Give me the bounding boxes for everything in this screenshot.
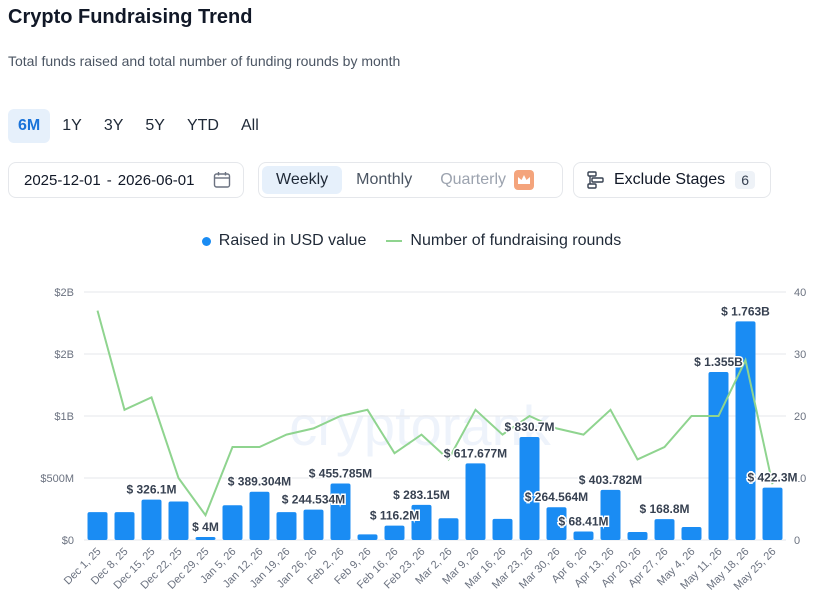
period-monthly-button[interactable]: Monthly — [356, 171, 413, 188]
crown-icon — [514, 170, 534, 190]
calendar-icon[interactable] — [213, 171, 231, 189]
bar — [573, 531, 594, 540]
date-separator: - — [106, 171, 112, 189]
bar — [762, 487, 783, 540]
bar — [276, 512, 297, 540]
bar — [168, 501, 189, 540]
bar — [195, 537, 216, 540]
date-range-picker[interactable]: 2025-12-01 - 2026-06-01 — [8, 162, 244, 198]
bar — [654, 519, 675, 540]
y-left-tick-label: $0 — [62, 535, 74, 547]
legend-label-rounds: Number of fundraising rounds — [410, 232, 622, 249]
legend-dot-icon — [201, 236, 211, 246]
data-label: $ 1.355B — [694, 355, 743, 369]
filter-stages-icon — [587, 171, 604, 189]
y-left-tick-label: $2B — [54, 287, 74, 299]
y-left-tick-label: $2B — [54, 349, 74, 361]
range-all-button[interactable]: All — [240, 117, 259, 134]
bar — [87, 512, 108, 540]
period-quarterly-button[interactable]: Quarterly — [426, 166, 548, 194]
data-label: $ 830.7M — [504, 420, 554, 434]
bar — [681, 526, 702, 540]
bar — [438, 518, 459, 540]
y-right-tick-label: 0 — [794, 535, 800, 547]
chart-legend: Raised in USD value Number of fundraisin… — [0, 232, 823, 250]
bar — [384, 525, 405, 540]
exclude-stages-label: Exclude Stages — [614, 171, 726, 188]
data-label: $ 68.41M — [558, 515, 608, 529]
bar — [330, 483, 351, 540]
exclude-stages-button[interactable]: Exclude Stages 6 — [573, 162, 771, 198]
bar — [303, 509, 324, 540]
date-start: 2025-12-01 — [24, 171, 101, 189]
data-label: $ 455.785M — [309, 466, 372, 480]
bar — [708, 371, 729, 540]
legend-item-rounds[interactable]: Number of fundraising rounds — [386, 232, 621, 250]
page-title: Crypto Fundraising Trend — [8, 6, 253, 28]
period-selector: Weekly Monthly Quarterly — [258, 162, 563, 198]
bar — [735, 321, 756, 540]
data-label: $ 244.534M — [282, 493, 345, 507]
range-1y-button[interactable]: 1Y — [62, 117, 82, 134]
bar — [465, 463, 486, 540]
bar — [222, 505, 243, 540]
watermark-text: cryptorank — [289, 394, 551, 457]
data-label: $ 4M — [192, 520, 219, 534]
bar — [546, 507, 567, 540]
bar — [141, 499, 162, 540]
data-label: $ 283.15M — [393, 488, 450, 502]
y-left-tick-label: $500M — [40, 473, 74, 485]
y-right-tick-label: 10 — [794, 473, 806, 485]
bar — [357, 534, 378, 540]
date-end: 2026-06-01 — [117, 171, 195, 189]
y-right-tick-label: 40 — [794, 287, 806, 299]
bar — [249, 491, 270, 540]
legend-item-raised[interactable]: Raised in USD value — [201, 232, 367, 250]
y-left-tick-label: $1B — [54, 411, 74, 423]
period-weekly-button[interactable]: Weekly — [262, 166, 343, 194]
time-range-selector: 6M 1Y 3Y 5Y YTD All — [8, 109, 271, 143]
range-ytd-button[interactable]: YTD — [186, 117, 219, 134]
data-label: $ 1.763B — [721, 304, 770, 318]
data-label: $ 116.2M — [370, 509, 419, 523]
bar — [114, 512, 135, 540]
bar — [492, 518, 513, 540]
data-label: $ 403.782M — [579, 473, 642, 487]
data-label: $ 617.677M — [444, 446, 507, 460]
bar — [519, 436, 540, 540]
bar — [411, 504, 432, 540]
y-right-tick-label: 30 — [794, 349, 806, 361]
exclude-count-badge: 6 — [735, 171, 755, 189]
range-3y-button[interactable]: 3Y — [103, 117, 124, 134]
legend-line-icon — [386, 240, 403, 242]
page-subtitle: Total funds raised and total number of f… — [8, 53, 401, 69]
bar — [600, 489, 621, 540]
period-quarterly-label: Quarterly — [440, 171, 506, 188]
range-6m-button[interactable]: 6M — [8, 109, 51, 143]
legend-label-raised: Raised in USD value — [218, 232, 367, 249]
y-right-tick-label: 20 — [794, 411, 806, 423]
rounds-line — [96, 310, 774, 518]
range-5y-button[interactable]: 5Y — [145, 117, 165, 134]
data-label: $ 326.1M — [126, 483, 176, 497]
data-label: $ 168.8M — [639, 502, 689, 516]
fundraising-chart: cryptorank $0 0 $500M 10 $1B 20 $2B 30 $2B 40 $ 326… — [40, 287, 806, 593]
data-label: $ 422.3M — [747, 471, 797, 485]
data-label: $ 264.564M — [525, 490, 588, 504]
bar — [627, 531, 648, 540]
data-label: $ 389.304M — [228, 475, 291, 489]
